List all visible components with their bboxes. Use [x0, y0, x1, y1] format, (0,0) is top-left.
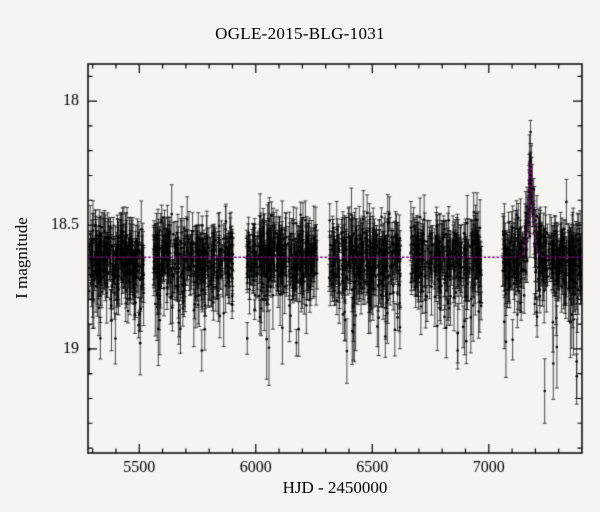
x-axis-label: HJD - 2450000 [282, 478, 388, 497]
chart-title: OGLE-2015-BLG-1031 [215, 24, 385, 43]
y-axis-label: I magnitude [12, 217, 31, 299]
